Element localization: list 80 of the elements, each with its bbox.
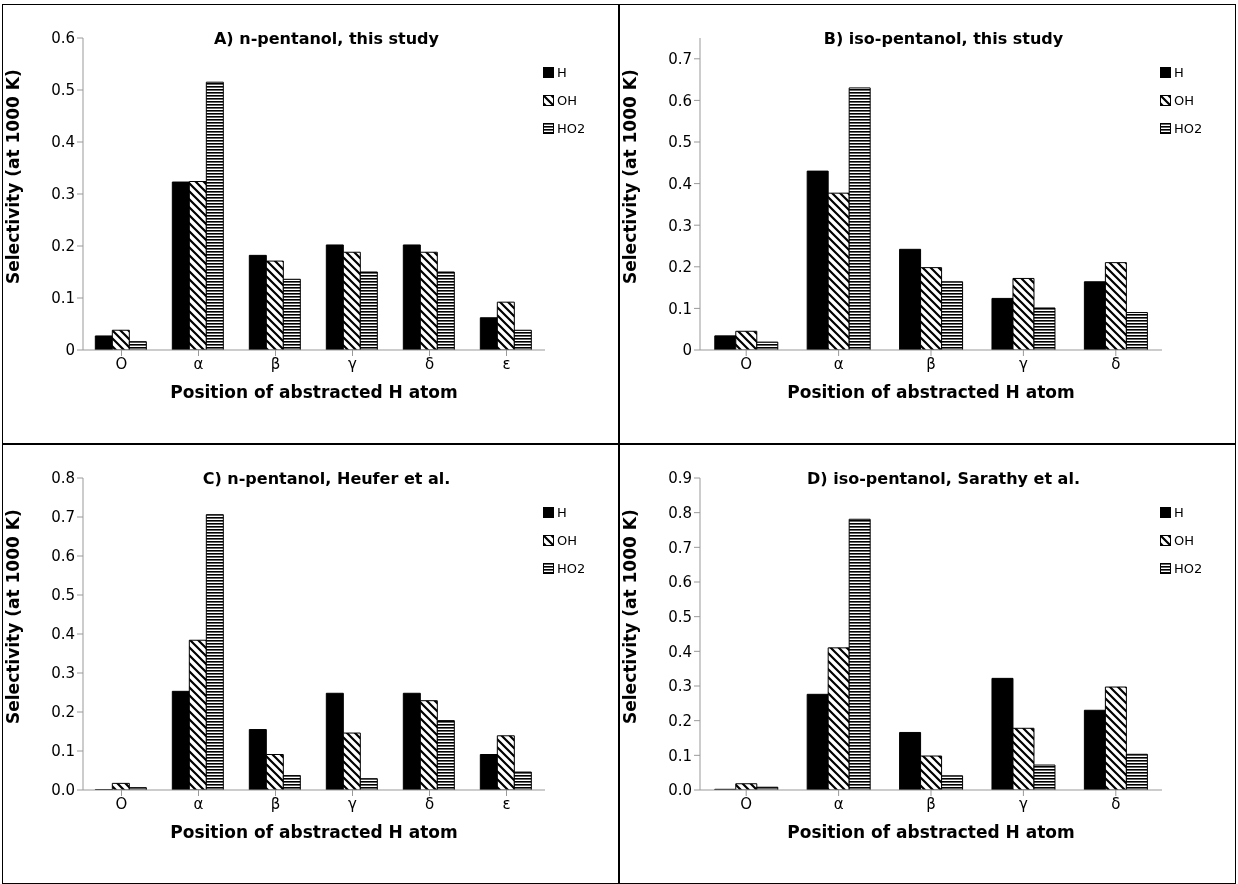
x-tick-label: δ — [424, 354, 435, 373]
legend-label: OH — [1174, 533, 1195, 548]
y-tick-label: 0.0 — [668, 781, 692, 800]
x-axis-title: Position of abstracted H atom — [787, 382, 1075, 402]
y-tick-label: 0.1 — [51, 742, 75, 761]
y-tick-label: 0.2 — [668, 258, 692, 277]
x-axis-title: Position of abstracted H atom — [170, 382, 458, 402]
x-tick-label: δ — [424, 794, 435, 813]
y-tick-label: 0.1 — [51, 289, 75, 308]
x-tick-label: γ — [1018, 794, 1028, 813]
y-tick-label: 0.5 — [51, 81, 75, 100]
x-tick-label: O — [115, 794, 128, 813]
legend-label: H — [1174, 65, 1184, 80]
legend-label: OH — [557, 533, 578, 548]
chart-title: A) n-pentanol, this study — [213, 29, 439, 48]
y-tick-label: 0.5 — [668, 133, 692, 152]
y-tick-label: 0.9 — [668, 469, 692, 488]
y-tick-label: 0.3 — [51, 185, 75, 204]
y-tick-label: 0.6 — [668, 91, 692, 110]
x-tick-label: α — [833, 794, 844, 813]
legend-label: HO2 — [1174, 561, 1203, 576]
x-axis-title: Position of abstracted H atom — [787, 822, 1075, 842]
x-tick-label: O — [115, 354, 128, 373]
y-tick-label: 0.4 — [51, 625, 75, 644]
y-tick-label: 0.6 — [51, 29, 75, 48]
y-axis-title: Selectivity (at 1000 K) — [3, 69, 24, 284]
chart-title: C) n-pentanol, Heufer et al. — [202, 469, 451, 488]
y-tick-label: 0.3 — [668, 216, 692, 235]
legend-label: OH — [557, 93, 578, 108]
y-tick-label: 0.2 — [51, 703, 75, 722]
y-tick-label: 0.8 — [668, 503, 692, 522]
x-tick-label: γ — [348, 794, 358, 813]
y-tick-label: 0.3 — [668, 677, 692, 696]
chart-title: B) iso-pentanol, this study — [823, 29, 1064, 48]
y-axis-title: Selectivity (at 1000 K) — [3, 509, 24, 724]
y-tick-label: 0.5 — [668, 607, 692, 626]
x-tick-label: ε — [502, 354, 511, 373]
y-tick-label: 0.6 — [668, 573, 692, 592]
legend-label: HO2 — [1174, 121, 1203, 136]
x-tick-label: ε — [502, 794, 511, 813]
y-tick-label: 0.7 — [668, 50, 692, 69]
x-tick-label: O — [740, 354, 753, 373]
y-tick-label: 0.8 — [51, 469, 75, 488]
y-tick-label: 0.1 — [668, 299, 692, 318]
legend-label: H — [557, 65, 567, 80]
y-tick-label: 0.1 — [668, 746, 692, 765]
y-tick-label: 0 — [65, 341, 75, 360]
legend-label: HO2 — [557, 561, 586, 576]
x-tick-label: γ — [1018, 354, 1028, 373]
y-tick-label: 0.2 — [668, 711, 692, 730]
x-tick-label: α — [193, 354, 204, 373]
y-axis-title: Selectivity (at 1000 K) — [620, 509, 641, 724]
y-tick-label: 0.4 — [51, 133, 75, 152]
x-axis-title: Position of abstracted H atom — [170, 822, 458, 842]
x-tick-label: β — [270, 794, 281, 813]
x-tick-label: γ — [348, 354, 358, 373]
x-tick-label: α — [833, 354, 844, 373]
y-tick-label: 0 — [682, 341, 692, 360]
chart-title: D) iso-pentanol, Sarathy et al. — [807, 469, 1080, 488]
legend-label: H — [557, 505, 567, 520]
x-tick-label: δ — [1111, 794, 1121, 813]
y-tick-label: 0.4 — [668, 174, 692, 193]
y-tick-label: 0.4 — [668, 642, 692, 661]
y-tick-label: 0.5 — [51, 586, 75, 605]
y-axis-title: Selectivity (at 1000 K) — [620, 69, 641, 284]
y-tick-label: 0.7 — [51, 508, 75, 527]
x-tick-label: β — [270, 354, 281, 373]
x-tick-label: β — [926, 794, 936, 813]
x-tick-label: α — [193, 794, 204, 813]
x-tick-label: O — [740, 794, 753, 813]
legend-label: OH — [1174, 93, 1195, 108]
y-tick-label: 0.6 — [51, 547, 75, 566]
y-tick-label: 0.2 — [51, 237, 75, 256]
x-tick-label: β — [926, 354, 936, 373]
y-tick-label: 0.3 — [51, 664, 75, 683]
y-tick-label: 0.0 — [51, 781, 75, 800]
x-tick-label: δ — [1111, 354, 1121, 373]
legend-label: H — [1174, 505, 1184, 520]
legend-label: HO2 — [557, 121, 586, 136]
y-tick-label: 0.7 — [668, 538, 692, 557]
